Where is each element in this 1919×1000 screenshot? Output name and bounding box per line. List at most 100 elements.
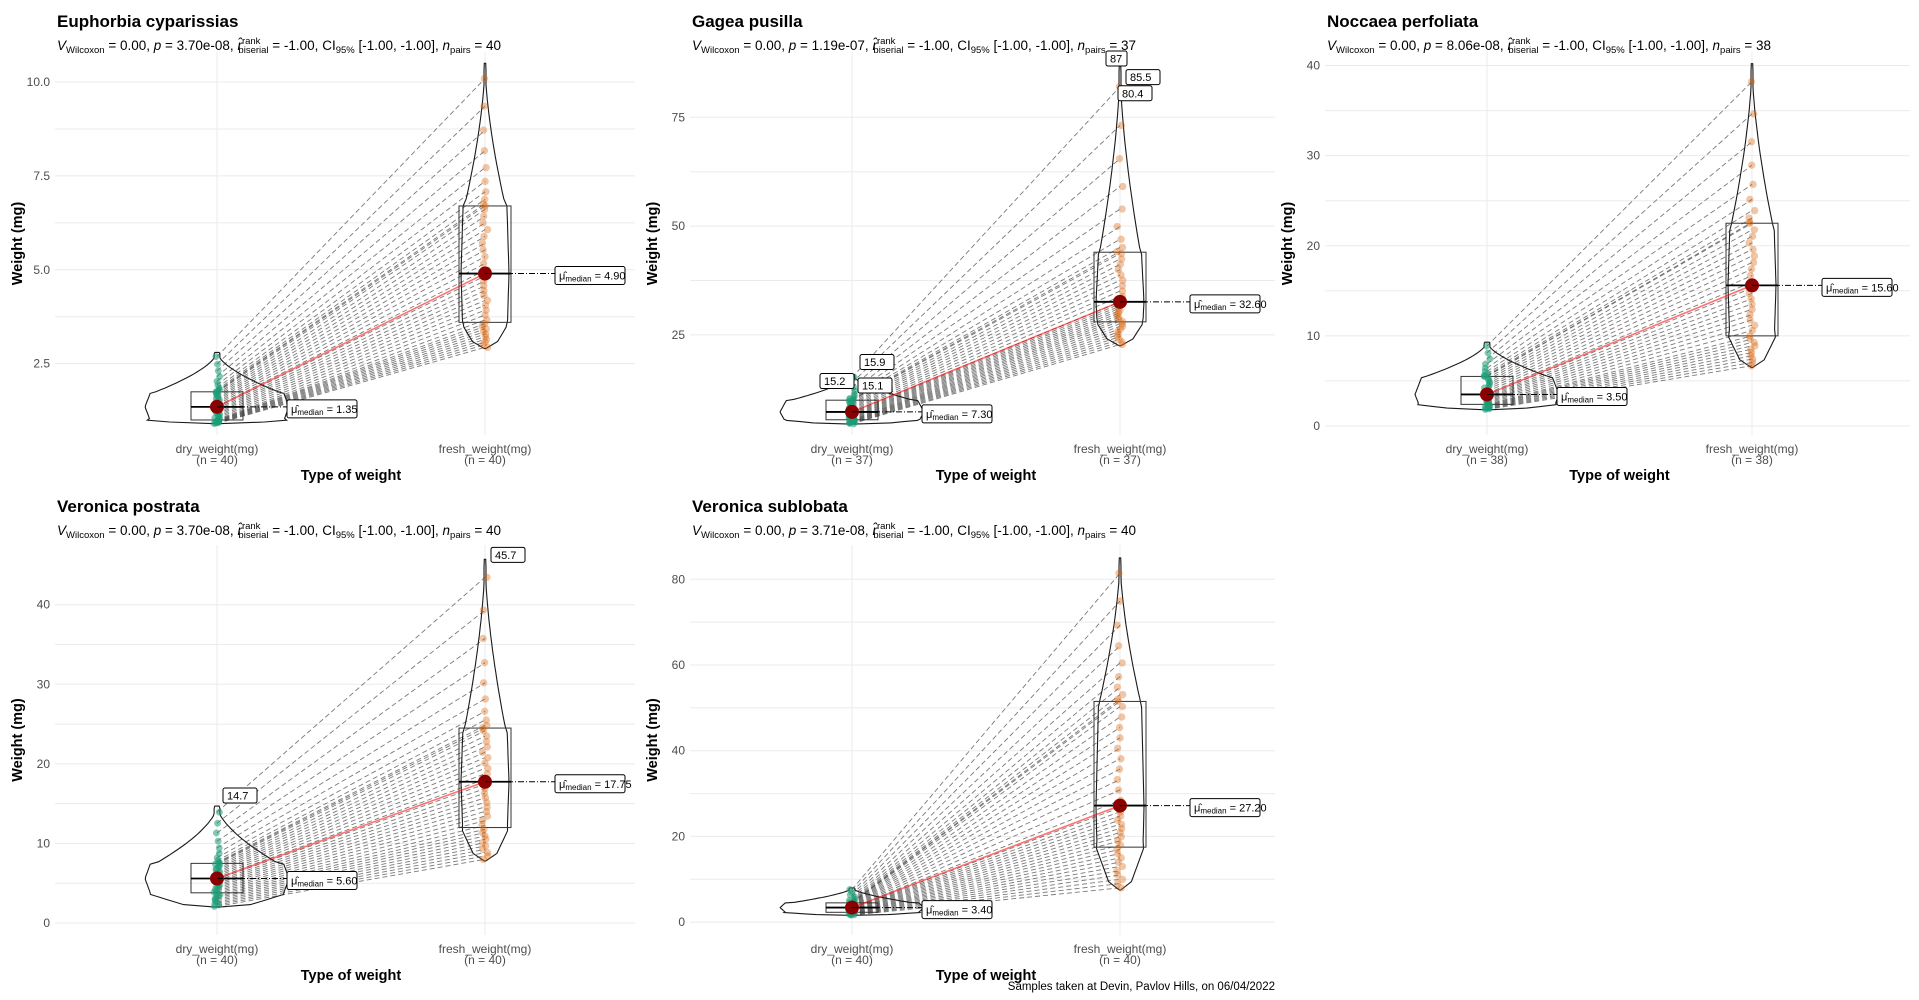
pair-line bbox=[851, 779, 1121, 907]
x-category-label: dry_weight(mg) bbox=[176, 442, 259, 456]
point-fresh bbox=[482, 325, 490, 333]
pair-line bbox=[851, 158, 1121, 388]
pair-line bbox=[851, 253, 1121, 401]
pair-line bbox=[216, 263, 486, 405]
pair-line bbox=[216, 198, 486, 391]
panel-title: Euphorbia cyparissias bbox=[57, 12, 238, 31]
x-axis-title: Type of weight bbox=[1569, 468, 1670, 484]
pair-line bbox=[216, 662, 486, 842]
median-label: μ̂median = 4.90 bbox=[559, 271, 626, 284]
paired-lines bbox=[851, 572, 1121, 916]
point-fresh bbox=[1747, 345, 1755, 353]
paired-lines bbox=[1486, 81, 1753, 410]
panel-title: Noccaea perfoliata bbox=[1327, 12, 1479, 31]
point-fresh bbox=[1113, 775, 1122, 784]
stats-subtitle: VWilcoxon = 0.00, p = 3.70e-08, r̂rank bi… bbox=[57, 521, 501, 541]
y-axis-title: Weight (mg) bbox=[10, 202, 26, 286]
x-count-label: (n = 38) bbox=[1731, 453, 1773, 467]
pair-line bbox=[1486, 235, 1753, 381]
x-count-label: (n = 40) bbox=[1099, 953, 1141, 967]
point-fresh bbox=[1115, 154, 1124, 163]
pair-line bbox=[216, 767, 486, 876]
point-fresh bbox=[1114, 697, 1122, 705]
pair-line bbox=[216, 820, 486, 892]
point-dry bbox=[1484, 349, 1492, 357]
figure-caption: Samples taken at Devin, Pavlov Hills, on… bbox=[1008, 981, 1275, 993]
pair-line bbox=[1486, 319, 1753, 402]
outlier-label: 80.4 bbox=[1122, 88, 1143, 100]
y-tick-label: 2.5 bbox=[33, 357, 50, 371]
point-fresh bbox=[479, 855, 488, 864]
point-fresh bbox=[480, 291, 488, 300]
pair-line bbox=[1486, 314, 1753, 401]
point-fresh bbox=[1746, 316, 1754, 324]
pair-line bbox=[851, 344, 1121, 425]
pair-line bbox=[851, 848, 1121, 913]
point-fresh bbox=[480, 658, 489, 667]
pair-line bbox=[851, 333, 1121, 423]
pair-line bbox=[851, 285, 1121, 409]
point-fresh bbox=[1118, 875, 1127, 883]
pair-line bbox=[1486, 210, 1753, 375]
x-count-label: (n = 37) bbox=[1099, 453, 1141, 467]
point-fresh bbox=[478, 838, 487, 847]
point-fresh bbox=[1747, 138, 1756, 146]
pair-line bbox=[216, 762, 486, 874]
x-category-label: fresh_weight(mg) bbox=[439, 942, 532, 956]
point-fresh bbox=[1118, 320, 1127, 328]
x-count-label: (n = 40) bbox=[196, 453, 238, 467]
pair-line bbox=[216, 806, 486, 887]
point-fresh bbox=[479, 219, 487, 227]
point-fresh bbox=[482, 163, 490, 172]
y-tick-label: 5.0 bbox=[33, 263, 50, 277]
point-fresh bbox=[483, 798, 491, 807]
x-axis-title: Type of weight bbox=[301, 968, 402, 984]
pair-line bbox=[851, 706, 1121, 904]
panel-title: Veronica sublobata bbox=[692, 497, 848, 516]
stats-subtitle: VWilcoxon = 0.00, p = 3.71e-08, r̂rank bi… bbox=[692, 521, 1136, 541]
point-fresh bbox=[1114, 672, 1123, 681]
pair-line bbox=[216, 309, 486, 418]
point-fresh bbox=[478, 748, 487, 756]
pair-line bbox=[1486, 348, 1753, 408]
y-tick-label: 10 bbox=[37, 836, 51, 850]
point-fresh bbox=[1116, 812, 1125, 820]
point-fresh bbox=[481, 319, 489, 328]
point-dry bbox=[212, 829, 220, 837]
pair-line bbox=[851, 258, 1121, 403]
outlier-label-box bbox=[1125, 69, 1161, 86]
pair-line bbox=[216, 290, 486, 412]
pair-line bbox=[851, 279, 1121, 408]
point-fresh bbox=[1113, 744, 1122, 752]
box-fresh bbox=[1093, 700, 1147, 848]
point-dry bbox=[214, 360, 221, 368]
pair-line bbox=[216, 783, 486, 880]
point-fresh bbox=[1745, 214, 1753, 222]
pair-line bbox=[851, 686, 1121, 902]
point-fresh bbox=[1117, 271, 1125, 279]
point-fresh bbox=[480, 707, 489, 716]
x-count-label: (n = 38) bbox=[1466, 453, 1508, 467]
point-fresh bbox=[1114, 642, 1123, 650]
data-points bbox=[845, 82, 1127, 428]
y-tick-label: 7.5 bbox=[33, 169, 50, 183]
point-fresh bbox=[481, 759, 489, 767]
pair-line bbox=[1486, 303, 1753, 399]
x-axis-title: Type of weight bbox=[936, 468, 1037, 484]
point-fresh bbox=[1113, 879, 1122, 888]
pair-line bbox=[1486, 229, 1753, 379]
point-fresh bbox=[1747, 294, 1755, 303]
median-label: μ̂median = 3.40 bbox=[926, 905, 993, 918]
pair-line bbox=[851, 747, 1121, 906]
point-fresh bbox=[483, 732, 491, 740]
pair-line bbox=[1486, 164, 1753, 365]
point-fresh bbox=[1119, 182, 1127, 191]
pair-line bbox=[216, 832, 486, 896]
pair-line bbox=[851, 840, 1121, 913]
x-category-label: dry_weight(mg) bbox=[811, 942, 894, 956]
point-fresh bbox=[1747, 362, 1756, 370]
point-fresh bbox=[481, 794, 490, 802]
y-tick-label: 25 bbox=[672, 328, 686, 342]
pair-line bbox=[851, 331, 1121, 422]
point-fresh bbox=[1117, 255, 1126, 263]
